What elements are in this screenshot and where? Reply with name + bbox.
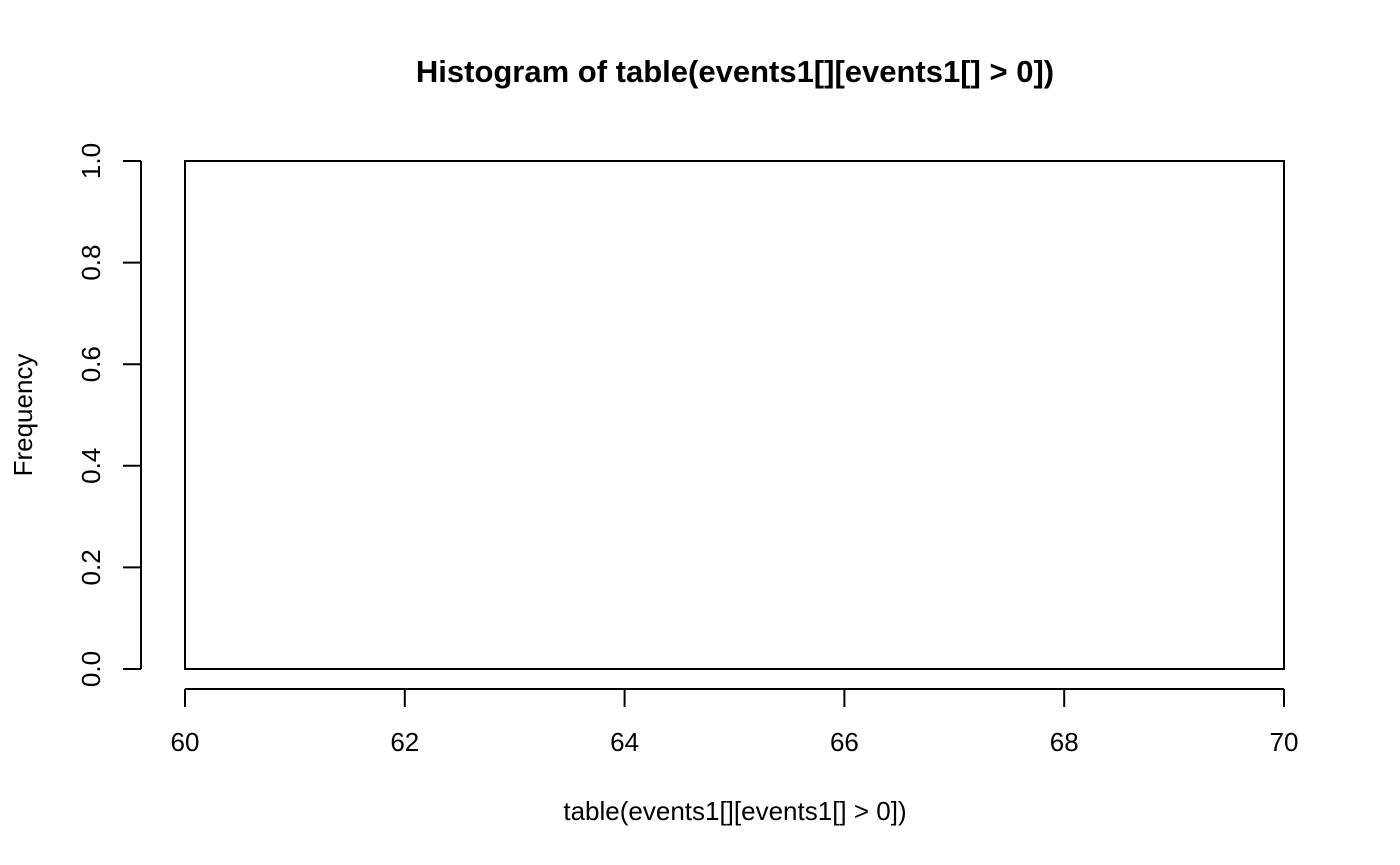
x-axis: 60 62 64 66 68 70 [171,688,1299,757]
y-axis: 0.0 0.2 0.4 0.6 0.8 1.0 [76,143,142,687]
x-tick-label: 60 [171,727,200,757]
x-tick-label: 64 [610,727,639,757]
y-tick-label: 1.0 [76,143,106,179]
histogram-bars [184,160,1285,670]
x-axis-label: table(events1[][events1[] > 0]) [563,796,906,826]
histogram-bar-0 [184,160,1285,670]
x-tick-label: 68 [1050,727,1079,757]
y-tick-label: 0.6 [76,346,106,382]
y-tick-label: 0.0 [76,651,106,687]
x-tick-label: 70 [1270,727,1299,757]
chart-title: Histogram of table(events1[][events1[] >… [416,54,1054,89]
x-tick-label: 62 [390,727,419,757]
y-tick-label: 0.2 [76,549,106,585]
x-tick-label: 66 [830,727,859,757]
y-tick-label: 0.4 [76,448,106,484]
y-tick-label: 0.8 [76,245,106,281]
y-axis-label: Frequency [8,354,38,477]
